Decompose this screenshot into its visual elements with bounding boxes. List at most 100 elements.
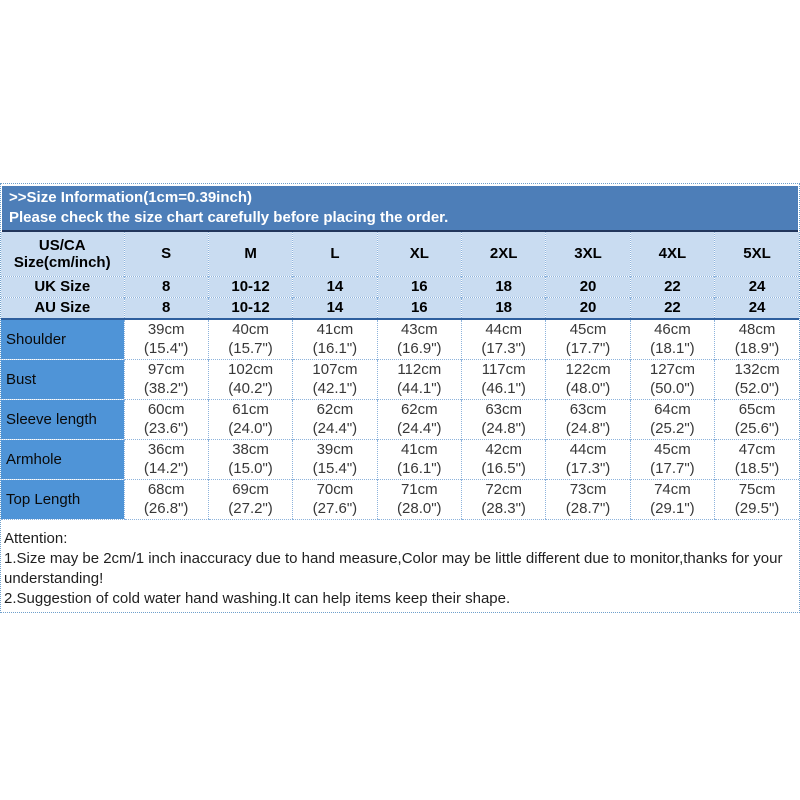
measurement-inch: (15.4"): [312, 460, 358, 477]
measurement-label: Sleeve length: [1, 398, 124, 439]
measurement-cm: 63cm: [485, 401, 523, 418]
measurement-cm: 74cm: [654, 481, 691, 498]
size-chart-table: US/CA Size(cm/inch) S M L XL 2XL 3XL 4XL 5XL UK S…: [1, 232, 799, 520]
measurement-cm: 68cm: [147, 481, 185, 498]
measurement-cell: 60cm (23.6"): [123, 398, 209, 439]
measurement-cm: 41cm: [316, 321, 354, 339]
uk-size-cell: 16: [376, 275, 462, 297]
size-info-panel: >>Size Information(1cm=0.39inch) Please …: [0, 183, 800, 613]
measurement-cell: 48cm (18.9"): [714, 318, 799, 359]
corner-header-cell: US/CA Size(cm/inch): [1, 232, 124, 276]
measurement-inch: (38.2"): [143, 380, 189, 397]
measurement-inch: (15.7"): [228, 340, 273, 358]
measurement-cm: 72cm: [485, 481, 523, 498]
measurement-inch: (40.2"): [228, 380, 273, 397]
measurement-row: Bust 97cm (38.2") 102cm (40.2") 107cm (42.1") 1…: [1, 358, 799, 399]
measurement-cm: 63cm: [569, 401, 607, 418]
au-size-cell: 22: [629, 296, 715, 320]
measurement-cell: 122cm (48.0"): [545, 358, 631, 399]
size-header-cell: 5XL: [714, 232, 799, 276]
measurement-inch: (18.5"): [734, 460, 780, 477]
measurement-cm: 112cm: [397, 361, 442, 378]
measurement-cell: 36cm (14.2"): [123, 438, 209, 479]
size-header-cell: 2XL: [460, 232, 546, 276]
measurement-cell: 41cm (16.1"): [292, 318, 378, 359]
uk-size-cell: 10-12: [207, 275, 293, 297]
measurement-inch: (18.9"): [734, 340, 780, 358]
measurement-cell: 41cm (16.1"): [376, 438, 462, 479]
measurement-cm: 102cm: [228, 361, 274, 378]
attention-block: Attention: 1.Size may be 2cm/1 inch inac…: [1, 520, 799, 609]
measurement-inch: (28.0"): [397, 500, 442, 517]
measurement-inch: (17.7"): [565, 340, 611, 358]
measurement-inch: (50.0"): [650, 380, 695, 397]
measurement-cm: 38cm: [232, 441, 269, 458]
measurement-cm: 117cm: [481, 361, 526, 378]
measurement-cell: 132cm (52.0"): [714, 358, 799, 399]
measurement-cell: 46cm (18.1"): [629, 318, 715, 359]
size-header-row: US/CA Size(cm/inch) S M L XL 2XL 3XL 4XL 5XL: [1, 232, 799, 276]
size-header-cell: L: [292, 232, 378, 276]
au-size-label: AU Size: [1, 296, 124, 320]
size-header-cell: 4XL: [629, 232, 715, 276]
measurement-inch: (24.0"): [228, 420, 273, 437]
measurement-cm: 45cm: [654, 441, 691, 458]
measurement-cell: 44cm (17.3"): [460, 318, 546, 359]
measurement-inch: (24.4"): [312, 420, 358, 437]
uk-size-cell: 22: [629, 275, 715, 297]
measurement-cm: 75cm: [738, 481, 776, 498]
uk-size-row: UK Size 8 10-12 14 16 18 20 22 24: [1, 275, 799, 297]
measurement-cell: 39cm (15.4"): [123, 318, 209, 359]
measurement-cell: 61cm (24.0"): [207, 398, 293, 439]
measurement-inch: (16.9"): [397, 340, 442, 358]
measurement-cm: 39cm: [147, 321, 185, 339]
measurement-cm: 36cm: [147, 441, 185, 458]
measurement-cm: 70cm: [316, 481, 354, 498]
uk-size-label: UK Size: [1, 275, 124, 297]
size-header-cell: S: [123, 232, 209, 276]
measurement-cell: 62cm (24.4"): [376, 398, 462, 439]
au-size-cell: 8: [123, 296, 209, 320]
measurement-cell: 112cm (44.1"): [376, 358, 462, 399]
measurement-label: Bust: [1, 358, 124, 399]
measurement-inch: (25.6"): [734, 420, 780, 437]
measurement-cell: 45cm (17.7"): [545, 318, 631, 359]
measurement-cell: 69cm (27.2"): [207, 478, 293, 520]
attention-note-1: 1.Size may be 2cm/1 inch inaccuracy due …: [4, 549, 783, 587]
measurement-cell: 70cm (27.6"): [292, 478, 378, 520]
measurement-cm: 97cm: [147, 361, 185, 378]
measurement-cell: 117cm (46.1"): [460, 358, 546, 399]
measurement-inch: (25.2"): [650, 420, 695, 437]
measurement-cm: 73cm: [569, 481, 607, 498]
measurement-inch: (17.7"): [650, 460, 695, 477]
measurement-cm: 62cm: [316, 401, 354, 418]
attention-heading: Attention:: [4, 529, 68, 547]
measurement-cm: 69cm: [232, 481, 269, 498]
measurement-cm: 107cm: [312, 361, 358, 378]
measurement-cm: 41cm: [400, 441, 438, 458]
measurement-cell: 38cm (15.0"): [207, 438, 293, 479]
uk-size-cell: 8: [123, 275, 209, 297]
size-header-cell: 3XL: [545, 232, 631, 276]
measurement-cm: 47cm: [738, 441, 776, 458]
measurement-label: Shoulder: [1, 318, 124, 359]
measurement-inch: (29.5"): [734, 500, 780, 517]
measurement-cell: 40cm (15.7"): [207, 318, 293, 359]
size-header-cell: M: [207, 232, 293, 276]
measurement-cm: 61cm: [232, 401, 269, 418]
measurement-inch: (17.3"): [481, 340, 526, 358]
measurement-inch: (27.6"): [312, 500, 358, 517]
measurement-cell: 127cm (50.0"): [629, 358, 715, 399]
measurement-inch: (46.1"): [481, 380, 526, 397]
measurement-cell: 43cm (16.9"): [376, 318, 462, 359]
measurement-cm: 71cm: [400, 481, 438, 498]
measurement-cell: 97cm (38.2"): [123, 358, 209, 399]
measurement-row: Armhole 36cm (14.2") 38cm (15.0") 39cm (15.4")…: [1, 438, 799, 479]
measurement-inch: (44.1"): [397, 380, 442, 397]
measurement-cell: 75cm (29.5"): [714, 478, 799, 520]
measurement-cell: 47cm (18.5"): [714, 438, 799, 479]
measurement-inch: (24.8"): [565, 420, 611, 437]
size-info-subtitle: Please check the size chart carefully be…: [9, 209, 449, 226]
measurement-cm: 65cm: [738, 401, 776, 418]
